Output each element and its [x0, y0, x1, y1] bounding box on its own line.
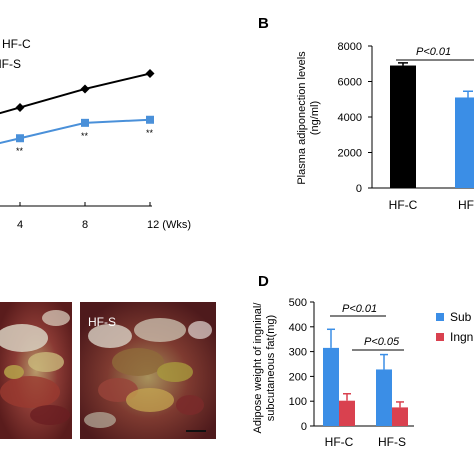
panel-d-y-tick-label: 300: [289, 347, 307, 359]
panel-a-x-ticks: 4 8 12 (Wks): [17, 202, 191, 231]
series-point-hf-c: [145, 69, 155, 79]
panel-a-lines: [0, 72, 151, 145]
panel-d-y-axis-title-line1: Adipose weight of ingninal/: [252, 302, 264, 434]
panel-b-y-axis-title-line1: Plasma adiponection levels: [296, 51, 308, 185]
panel-a-significance-mark: **: [146, 128, 154, 138]
panel-d-y-tick-label: 400: [289, 322, 307, 334]
panel-a-x-tick-label: 8: [82, 219, 88, 231]
panel-b-x-tick-label: HF-: [458, 198, 474, 212]
panel-a-markers: [15, 69, 155, 143]
panel-d-significance: P<0.01 P<0.05: [330, 303, 404, 351]
bar-hf: [455, 97, 474, 188]
photo-label-hf-s: HF-S: [88, 315, 116, 329]
panel-d-legend: Sub Ingn: [436, 310, 473, 344]
photo-left: [0, 302, 72, 439]
panel-d: D Adipose weight of ingninal/ subcutaneo…: [252, 273, 473, 449]
legend-label-hf-c: HF-C: [2, 37, 31, 51]
bar-hf-c: [390, 65, 416, 188]
panel-b: B Plasma adiponection levels (ng/ml) 0 20…: [258, 15, 474, 212]
panel-b-y-tick-label: 4000: [338, 112, 362, 124]
panel-a-x-tick-label: 4: [17, 219, 23, 231]
series-point-hf-s: [16, 134, 24, 143]
panel-b-bars: [390, 62, 474, 188]
panel-a-significance: ** ** **: [16, 128, 154, 156]
panel-d-label: D: [258, 273, 269, 290]
legend-label-ingn: Ingn: [450, 330, 473, 344]
panel-d-y-tick-label: 100: [289, 396, 307, 408]
panel-b-x-tick-label: HF-C: [389, 198, 418, 212]
photo-right: HF-S: [80, 302, 216, 439]
bar-ingn-hf-s: [392, 407, 408, 426]
panel-d-significance-text-1: P<0.01: [342, 303, 377, 315]
panel-d-y-tick-label: 500: [289, 297, 307, 309]
panel-b-y-ticks: 0 2000 4000 6000 8000: [338, 41, 372, 195]
legend-label-sub: Sub: [450, 310, 472, 324]
panel-b-y-tick-label: 2000: [338, 148, 362, 160]
panel-b-x-ticks: HF-C HF-: [389, 198, 474, 212]
panel-b-y-tick-label: 6000: [338, 77, 362, 89]
panel-a-significance-mark: **: [81, 131, 89, 141]
panel-d-y-ticks: 0 100 200 300 400 500: [289, 297, 314, 433]
panel-b-y-tick-label: 0: [356, 183, 362, 195]
panel-b-significance: P<0.01: [396, 46, 474, 61]
bar-sub-hf-c: [323, 347, 339, 426]
series-line-hf-s: [0, 118, 151, 145]
panel-b-y-axis-title-line2: (ng/ml): [309, 101, 321, 135]
panel-d-y-tick-label: 200: [289, 371, 307, 383]
panel-a: 4 8 12 (Wks) ** ** ** HF-C HF-S: [0, 37, 191, 231]
panel-d-x-tick-label: HF-C: [325, 435, 354, 449]
panel-b-label: B: [258, 15, 269, 32]
panel-a-significance-mark: **: [16, 146, 24, 156]
legend-label-hf-s: HF-S: [0, 57, 21, 71]
series-point-hf-c: [15, 102, 25, 112]
panel-d-y-axis-title-line2: subcutaneous fat(mg): [265, 315, 277, 421]
panel-a-legend: HF-C HF-S: [0, 37, 31, 71]
legend-swatch-sub: [436, 313, 444, 321]
bar-ingn-hf-c: [339, 400, 355, 426]
series-point-hf-s: [146, 115, 154, 124]
series-point-hf-s: [81, 118, 89, 127]
panel-b-y-tick-label: 8000: [338, 41, 362, 53]
panel-d-x-tick-label: HF-S: [378, 435, 406, 449]
legend-swatch-ingn: [436, 333, 444, 341]
panel-d-y-tick-label: 0: [301, 421, 307, 433]
panel-d-y-axis-title: Adipose weight of ingninal/ subcutaneous…: [252, 302, 277, 434]
panel-a-x-tick-label: 12 (Wks): [147, 219, 191, 231]
series-point-hf-c: [80, 84, 90, 94]
bar-sub-hf-s: [376, 369, 392, 426]
panel-b-significance-text: P<0.01: [416, 46, 451, 58]
panel-d-x-ticks: HF-C HF-S: [325, 435, 406, 449]
panel-d-bars: [323, 328, 408, 426]
panel-b-y-axis-title: Plasma adiponection levels (ng/ml): [296, 51, 321, 185]
series-line-hf-c: [0, 72, 151, 115]
panel-d-significance-text-2: P<0.05: [364, 336, 400, 348]
panel-c-photo: HF-S: [0, 302, 216, 439]
